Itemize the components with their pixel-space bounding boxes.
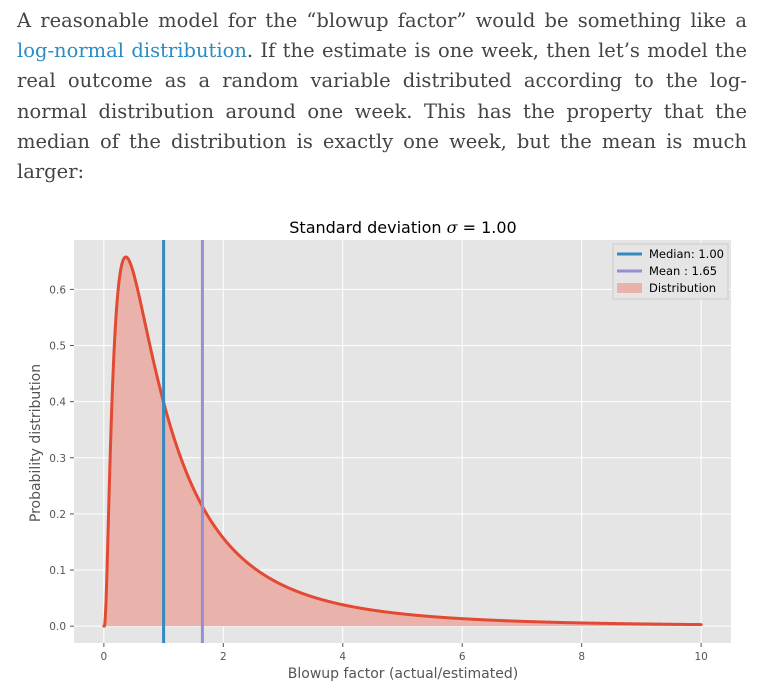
y-axis-label: Probability distribution — [28, 364, 44, 522]
lognormal-chart: Standard deviation σ = 1.00 0.0 0.1 0.2 0.3… — [28, 218, 731, 682]
paragraph-text-end: . If the estimate is one week, then let’… — [17, 39, 747, 184]
paragraph-text-start: A reasonable model for the “blowup facto… — [17, 9, 747, 32]
distribution-curve — [102, 255, 703, 628]
x-tick-label: 2 — [220, 651, 227, 663]
x-tick-label: 0 — [101, 651, 108, 663]
legend: Median: 1.00 Mean : 1.65 Distribution — [612, 243, 729, 300]
y-tick-label: 0.4 — [49, 397, 66, 409]
x-tick-label: 4 — [339, 651, 346, 663]
log-normal-distribution-link[interactable]: log-normal distribution — [17, 39, 247, 63]
y-tick-label: 0.2 — [49, 509, 66, 521]
y-tick-label: 0.1 — [49, 565, 66, 577]
y-axis-ticks: 0.0 0.1 0.2 0.3 0.4 0.5 0.6 — [49, 284, 74, 633]
legend-distribution-label: Distribution — [649, 281, 716, 295]
x-axis-ticks: 0 2 4 6 8 10 — [101, 643, 708, 663]
legend-mean-label: Mean : 1.65 — [649, 264, 717, 278]
chart-title: Standard deviation σ = 1.00 — [289, 218, 516, 237]
x-tick-label: 10 — [694, 651, 707, 663]
x-tick-label: 8 — [578, 651, 585, 663]
y-tick-label: 0.5 — [49, 341, 66, 353]
y-tick-label: 0.3 — [49, 453, 66, 465]
article-paragraph: A reasonable model for the “blowup facto… — [17, 6, 747, 187]
legend-distribution-swatch — [617, 283, 642, 293]
legend-median-label: Median: 1.00 — [649, 247, 724, 261]
x-axis-label: Blowup factor (actual/estimated) — [288, 666, 518, 682]
x-tick-label: 6 — [459, 651, 466, 663]
y-tick-label: 0.6 — [49, 284, 66, 296]
y-tick-label: 0.0 — [49, 621, 66, 633]
